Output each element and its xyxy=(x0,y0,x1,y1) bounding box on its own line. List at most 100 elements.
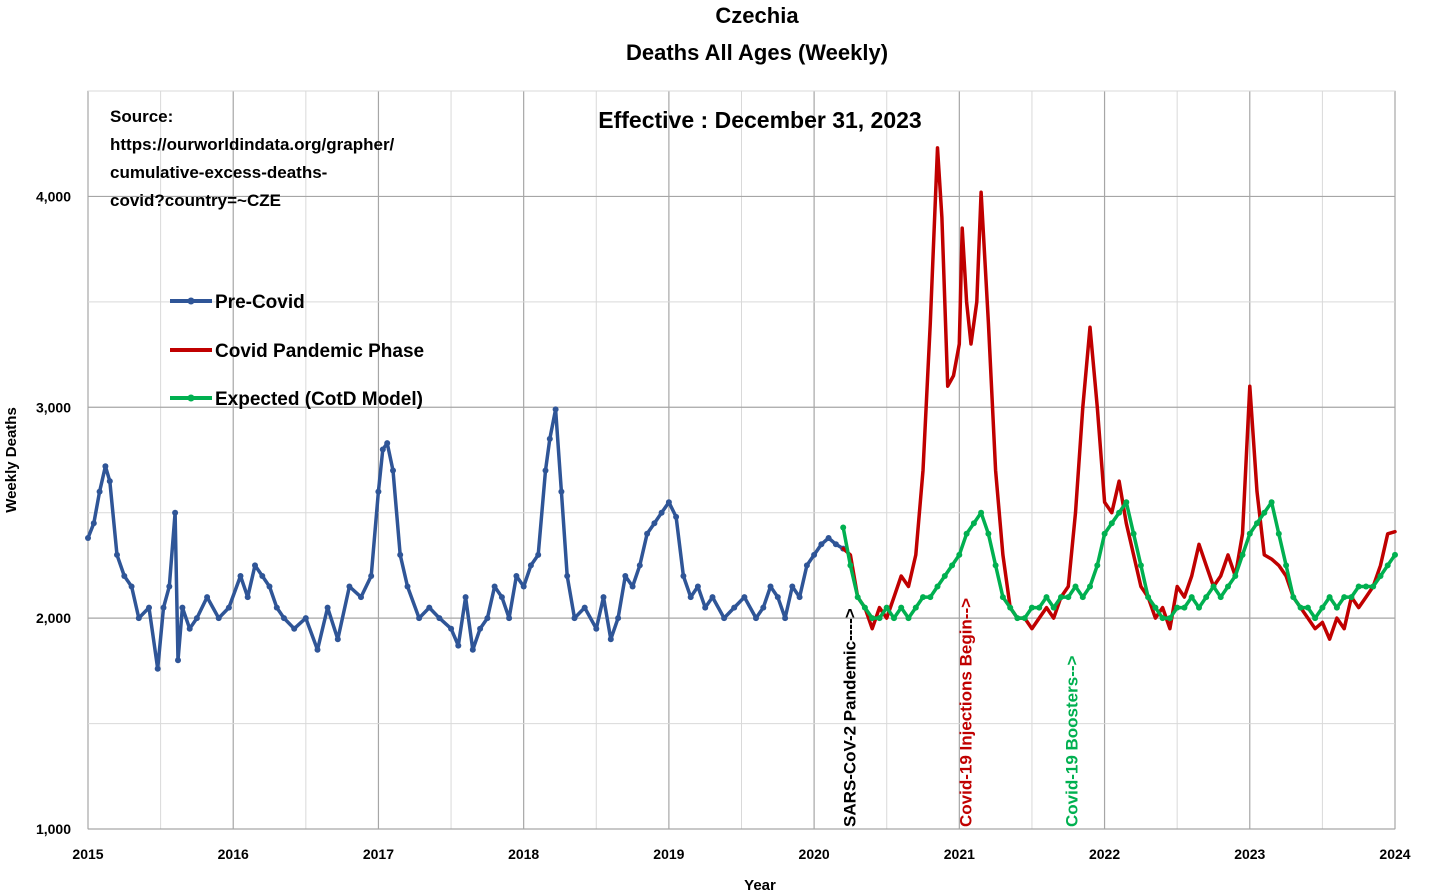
data-point xyxy=(721,615,728,622)
chart-title: Czechia xyxy=(715,3,799,28)
series-pre-covid xyxy=(85,406,847,672)
y-tick-label: 1,000 xyxy=(36,821,71,837)
data-point xyxy=(259,573,266,579)
data-point xyxy=(273,604,280,611)
data-point xyxy=(1043,594,1050,601)
data-point xyxy=(106,478,113,485)
data-point xyxy=(1021,615,1028,622)
data-point xyxy=(426,604,433,611)
data-point xyxy=(252,562,258,569)
x-tick-label: 2023 xyxy=(1234,846,1265,862)
data-point xyxy=(949,562,956,569)
data-point xyxy=(346,583,353,590)
data-point xyxy=(215,615,222,622)
data-point xyxy=(985,530,992,537)
data-point xyxy=(970,520,977,527)
x-tick-label: 2015 xyxy=(72,846,103,862)
data-point xyxy=(237,573,244,579)
data-point xyxy=(615,615,622,622)
data-point xyxy=(832,541,839,548)
data-point xyxy=(175,657,181,664)
data-point xyxy=(546,435,553,442)
y-tick-label: 4,000 xyxy=(36,188,71,204)
data-point xyxy=(891,615,897,622)
data-point xyxy=(121,573,128,579)
data-point xyxy=(1210,583,1217,590)
data-point xyxy=(314,646,321,653)
data-point xyxy=(448,625,455,632)
data-point xyxy=(1225,583,1231,590)
data-point xyxy=(636,562,643,569)
data-point xyxy=(629,583,636,590)
data-point xyxy=(600,594,607,601)
data-point xyxy=(491,583,498,590)
data-point xyxy=(1297,604,1304,611)
data-point xyxy=(1377,573,1384,579)
data-point xyxy=(956,551,963,558)
data-point xyxy=(571,615,578,622)
data-point xyxy=(1232,573,1239,579)
data-point xyxy=(934,583,941,590)
legend: Pre-Covid Covid Pandemic Phase Expected … xyxy=(170,292,424,410)
data-point xyxy=(1159,615,1166,622)
x-tick-label: 2016 xyxy=(218,846,249,862)
data-point xyxy=(564,573,571,579)
data-point xyxy=(709,594,716,601)
data-point xyxy=(266,583,273,590)
annotation-label: Covid-19 Injections Begin--> xyxy=(957,598,976,827)
data-point xyxy=(154,665,161,672)
source-line: cumulative-excess-deaths- xyxy=(110,163,327,182)
data-point xyxy=(1283,562,1290,569)
data-point xyxy=(552,406,559,413)
data-point xyxy=(1355,583,1362,590)
y-tick-label: 2,000 xyxy=(36,610,71,626)
data-point xyxy=(1137,562,1144,569)
data-point xyxy=(436,615,443,622)
data-point xyxy=(1130,530,1137,537)
data-point xyxy=(782,615,789,622)
data-point xyxy=(702,604,709,611)
data-point xyxy=(85,535,91,541)
data-point xyxy=(811,551,818,558)
data-point xyxy=(803,562,810,569)
series-expected-cotd-model xyxy=(840,499,1398,622)
data-point xyxy=(1348,594,1355,601)
data-point xyxy=(368,573,375,579)
data-point xyxy=(978,509,985,516)
data-point xyxy=(535,551,542,558)
data-point xyxy=(416,615,423,622)
data-point xyxy=(334,636,341,643)
data-point xyxy=(1290,594,1297,601)
data-point xyxy=(358,594,364,601)
data-point xyxy=(302,615,309,622)
data-point xyxy=(774,594,781,601)
data-point xyxy=(102,463,109,470)
data-point xyxy=(1319,604,1326,611)
data-point xyxy=(1312,615,1319,622)
legend-label: Expected (CotD Model) xyxy=(215,389,423,410)
data-point xyxy=(520,583,527,590)
data-point xyxy=(869,615,876,622)
data-point xyxy=(90,520,97,527)
data-point xyxy=(622,573,629,579)
legend-item-covid-pandemic-phase: Covid Pandemic Phase xyxy=(170,341,424,362)
data-point xyxy=(193,615,200,622)
data-point xyxy=(1341,594,1348,601)
data-point xyxy=(963,530,970,537)
data-point xyxy=(673,513,680,520)
data-point xyxy=(281,615,287,622)
data-point xyxy=(469,646,476,653)
data-point xyxy=(651,520,658,527)
effective-date-note: Effective : December 31, 2023 xyxy=(598,107,921,133)
data-point xyxy=(204,594,211,601)
data-point xyxy=(898,604,905,611)
data-point xyxy=(818,541,825,548)
source-line: https://ourworldindata.org/grapher/ xyxy=(110,135,395,154)
data-point xyxy=(166,583,173,590)
data-point xyxy=(644,530,651,537)
data-point xyxy=(1203,594,1210,601)
grid: 2015 2016 2017 2018 2019 2020 2021 2022 2023 2024… xyxy=(36,90,1411,862)
data-point xyxy=(1014,615,1021,622)
data-point xyxy=(527,562,534,569)
